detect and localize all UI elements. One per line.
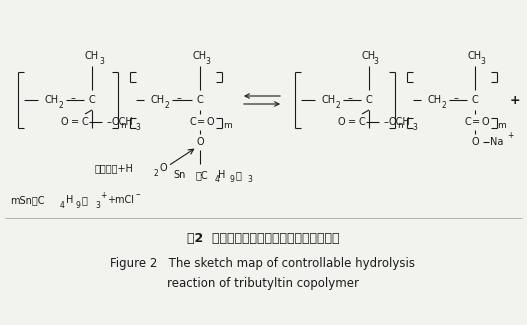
Text: 4: 4 xyxy=(60,201,65,210)
Text: 3: 3 xyxy=(99,57,104,66)
Text: C: C xyxy=(359,117,365,127)
Text: 3: 3 xyxy=(135,123,140,132)
Text: Sn: Sn xyxy=(173,170,186,180)
Text: CH: CH xyxy=(362,51,376,61)
Text: 2: 2 xyxy=(58,100,63,110)
Text: –: – xyxy=(106,117,111,127)
Text: O: O xyxy=(60,117,68,127)
Text: CH: CH xyxy=(193,51,207,61)
Text: CH: CH xyxy=(45,95,59,105)
Text: C: C xyxy=(89,95,95,105)
Text: –: – xyxy=(71,93,75,103)
Text: =: = xyxy=(197,117,205,127)
Text: OCH: OCH xyxy=(111,117,133,127)
Text: 图2  三丁基锡共聚物可控水解反应的示意图: 图2 三丁基锡共聚物可控水解反应的示意图 xyxy=(187,231,339,244)
Text: 9: 9 xyxy=(230,176,235,185)
Text: –: – xyxy=(384,117,388,127)
Text: 2: 2 xyxy=(442,100,446,110)
Text: 9: 9 xyxy=(76,201,81,210)
Text: +: + xyxy=(507,131,513,139)
Text: O: O xyxy=(337,117,345,127)
Text: +: + xyxy=(510,94,520,107)
Text: +: + xyxy=(100,190,106,200)
Text: mSn（C: mSn（C xyxy=(10,195,44,205)
Text: CH: CH xyxy=(322,95,336,105)
Text: O: O xyxy=(196,137,204,147)
Text: C: C xyxy=(472,95,479,105)
Text: –: – xyxy=(136,190,141,200)
Text: Na: Na xyxy=(490,137,504,147)
Text: 3: 3 xyxy=(374,57,378,66)
Text: 3: 3 xyxy=(95,201,100,210)
Text: =: = xyxy=(348,117,356,127)
Text: C: C xyxy=(82,117,89,127)
Text: CH: CH xyxy=(85,51,99,61)
Text: （C: （C xyxy=(196,170,208,180)
Text: +mCl: +mCl xyxy=(107,195,134,205)
Text: 3: 3 xyxy=(206,57,210,66)
Text: O: O xyxy=(481,117,489,127)
Text: 2: 2 xyxy=(164,100,169,110)
Text: 2: 2 xyxy=(336,100,340,110)
Text: =: = xyxy=(71,117,79,127)
Text: m: m xyxy=(222,122,231,131)
Text: CH: CH xyxy=(151,95,165,105)
Text: CH: CH xyxy=(428,95,442,105)
Text: 4: 4 xyxy=(214,176,219,185)
Text: n: n xyxy=(397,122,403,131)
Text: –: – xyxy=(348,93,353,103)
Text: OCH: OCH xyxy=(388,117,410,127)
Text: –: – xyxy=(454,93,458,103)
Text: O: O xyxy=(471,137,479,147)
Text: O: O xyxy=(160,163,168,173)
Text: O: O xyxy=(206,117,214,127)
Text: H: H xyxy=(66,195,73,205)
Text: 3: 3 xyxy=(481,57,485,66)
Text: C: C xyxy=(465,117,471,127)
Text: –: – xyxy=(177,93,181,103)
Text: m: m xyxy=(497,122,506,131)
Text: 海水离子+H: 海水离子+H xyxy=(95,163,134,173)
Text: =: = xyxy=(472,117,480,127)
Text: ）: ） xyxy=(235,170,241,180)
Text: CH: CH xyxy=(468,51,482,61)
Text: H: H xyxy=(218,170,226,180)
Text: 3: 3 xyxy=(413,123,417,132)
Text: C: C xyxy=(190,117,197,127)
Text: ）: ） xyxy=(82,195,88,205)
Text: n: n xyxy=(120,122,126,131)
Text: 2: 2 xyxy=(154,168,159,177)
Text: Figure 2   The sketch map of controllable hydrolysis: Figure 2 The sketch map of controllable … xyxy=(111,256,415,269)
Text: C: C xyxy=(197,95,203,105)
Text: reaction of tributyltin copolymer: reaction of tributyltin copolymer xyxy=(167,277,359,290)
Text: 3: 3 xyxy=(248,176,252,185)
Text: C: C xyxy=(366,95,373,105)
